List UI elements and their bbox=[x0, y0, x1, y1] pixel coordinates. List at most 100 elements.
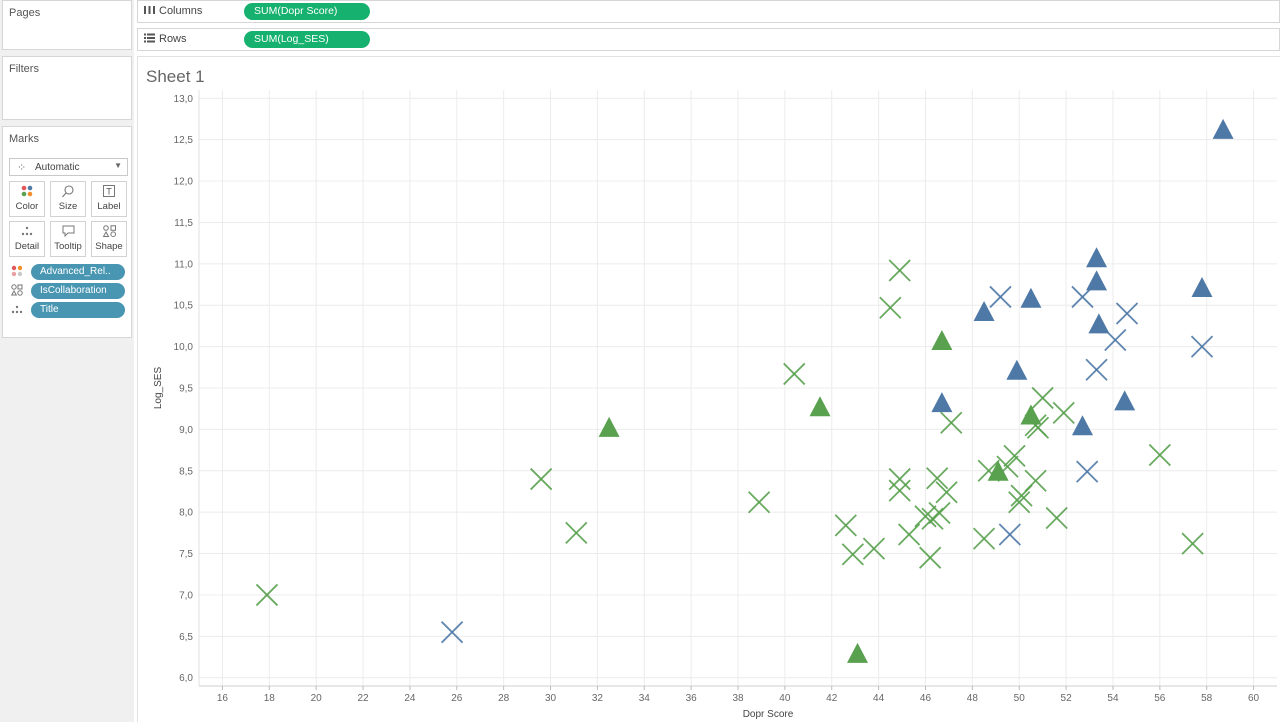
y-tick-label: 8,0 bbox=[179, 508, 193, 519]
data-point-cross[interactable] bbox=[783, 362, 806, 386]
data-point-cross[interactable] bbox=[926, 467, 949, 490]
data-point-cross[interactable] bbox=[1008, 491, 1031, 514]
rows-pill[interactable]: SUM(Log_SES) bbox=[244, 31, 370, 48]
data-point-triangle[interactable] bbox=[1086, 270, 1108, 291]
x-tick-label: 42 bbox=[826, 693, 838, 704]
x-axis-title: Dopr Score bbox=[743, 709, 794, 720]
x-tick-label: 56 bbox=[1154, 693, 1166, 704]
data-point-triangle[interactable] bbox=[931, 392, 953, 413]
rows-icon bbox=[144, 33, 155, 46]
data-point-triangle[interactable] bbox=[1020, 404, 1042, 425]
label-button[interactable]: T Label bbox=[91, 181, 127, 217]
data-point-triangle[interactable] bbox=[1114, 390, 1136, 411]
data-point-cross[interactable] bbox=[1045, 506, 1068, 530]
svg-text:T: T bbox=[106, 187, 112, 197]
x-tick-label: 28 bbox=[498, 693, 510, 704]
data-point-cross[interactable] bbox=[841, 543, 864, 566]
y-tick-label: 11,5 bbox=[174, 218, 193, 229]
y-tick-label: 7,0 bbox=[179, 590, 193, 601]
columns-label: Columns bbox=[159, 5, 203, 17]
data-point-cross[interactable] bbox=[1148, 443, 1171, 467]
data-point-triangle[interactable] bbox=[1006, 359, 1028, 380]
rows-shelf[interactable]: Rows SUM(Log_SES) bbox=[137, 28, 1280, 51]
x-tick-label: 44 bbox=[873, 693, 885, 704]
data-point-cross[interactable] bbox=[1085, 358, 1108, 381]
advanced-rel-pill[interactable]: Advanced_Rel.. bbox=[31, 264, 125, 280]
y-tick-label: 6,5 bbox=[179, 632, 193, 643]
data-point-triangle[interactable] bbox=[1191, 277, 1213, 298]
data-point-cross[interactable] bbox=[1031, 386, 1054, 410]
y-axis-title: Log_SES bbox=[153, 367, 164, 410]
data-point-cross[interactable] bbox=[1052, 401, 1075, 424]
data-point-triangle[interactable] bbox=[847, 642, 869, 663]
marks-field-shape: IsCollaboration bbox=[9, 283, 129, 299]
data-point-cross[interactable] bbox=[940, 411, 963, 434]
data-point-triangle[interactable] bbox=[973, 301, 995, 322]
data-point-triangle[interactable] bbox=[931, 329, 953, 350]
data-point-cross[interactable] bbox=[897, 523, 921, 546]
color-dots-icon bbox=[11, 265, 23, 280]
shape-button[interactable]: Shape bbox=[91, 221, 127, 257]
data-point-cross[interactable] bbox=[1076, 460, 1099, 483]
data-point-cross[interactable] bbox=[1024, 469, 1047, 492]
tooltip-icon bbox=[51, 225, 85, 239]
data-point-triangle[interactable] bbox=[987, 460, 1009, 481]
data-point-cross[interactable] bbox=[255, 583, 279, 607]
color-button[interactable]: Color bbox=[9, 181, 45, 217]
data-point-triangle[interactable] bbox=[1088, 313, 1110, 334]
data-point-triangle[interactable] bbox=[1071, 415, 1093, 436]
data-point-cross[interactable] bbox=[928, 501, 951, 525]
data-point-cross[interactable] bbox=[1190, 335, 1214, 358]
x-tick-label: 46 bbox=[920, 693, 932, 704]
scatter-chart[interactable]: 6,0 6,5 7,0 7,5 8,0 8,5 9,0 9,5 10,0 10,5 11,0 11,5… bbox=[137, 90, 1277, 720]
data-point-triangle[interactable] bbox=[1212, 118, 1234, 139]
data-point-triangle[interactable] bbox=[1020, 287, 1042, 308]
x-tick-label: 22 bbox=[357, 693, 369, 704]
data-point-cross[interactable] bbox=[914, 505, 937, 528]
iscollaboration-pill[interactable]: IsCollaboration bbox=[31, 283, 125, 299]
filters-title: Filters bbox=[9, 63, 39, 75]
size-button[interactable]: Size bbox=[50, 181, 86, 217]
x-tick-label: 34 bbox=[639, 693, 651, 704]
data-point-cross[interactable] bbox=[879, 296, 902, 319]
y-tick-label: 9,5 bbox=[179, 384, 193, 395]
data-point-cross[interactable] bbox=[998, 523, 1021, 546]
title-pill[interactable]: Title bbox=[31, 302, 125, 318]
data-point-triangle[interactable] bbox=[809, 396, 831, 417]
color-label: Color bbox=[15, 201, 39, 212]
data-point-cross[interactable] bbox=[919, 546, 942, 569]
data-point-triangle[interactable] bbox=[598, 416, 620, 437]
rows-label: Rows bbox=[159, 33, 187, 45]
data-point-cross[interactable] bbox=[747, 491, 771, 514]
data-point-cross[interactable] bbox=[834, 514, 857, 537]
y-tick-label: 12,0 bbox=[174, 177, 194, 188]
data-point-cross[interactable] bbox=[888, 259, 911, 282]
data-point-cross[interactable] bbox=[565, 521, 588, 544]
data-point-cross[interactable] bbox=[989, 285, 1012, 309]
data-point-cross[interactable] bbox=[888, 467, 911, 491]
columns-shelf[interactable]: Columns SUM(Dopr Score) bbox=[137, 0, 1280, 23]
data-point-cross[interactable] bbox=[972, 527, 996, 550]
mark-type-dropdown[interactable]: ⁘ Automatic ▼ bbox=[9, 158, 128, 176]
data-point-triangle[interactable] bbox=[1086, 247, 1108, 268]
data-point-cross[interactable] bbox=[1115, 302, 1139, 325]
x-tick-label: 48 bbox=[967, 693, 979, 704]
y-tick-label: 13,0 bbox=[174, 94, 194, 105]
data-point-cross[interactable] bbox=[440, 621, 464, 644]
data-point-cross[interactable] bbox=[1181, 532, 1204, 555]
detail-icon bbox=[10, 225, 44, 239]
left-panel: Pages Filters Marks ⁘ Automatic ▼ Color … bbox=[0, 0, 134, 722]
data-point-cross[interactable] bbox=[862, 537, 886, 560]
data-point-cross[interactable] bbox=[888, 479, 911, 502]
pages-card[interactable]: Pages bbox=[2, 0, 132, 50]
shape-label: Shape bbox=[95, 241, 123, 252]
detail-icon bbox=[11, 303, 23, 318]
data-point-cross[interactable] bbox=[530, 467, 553, 491]
tooltip-button[interactable]: Tooltip bbox=[50, 221, 86, 257]
y-tick-label: 6,0 bbox=[179, 673, 193, 684]
data-point-cross[interactable] bbox=[935, 481, 958, 504]
filters-card[interactable]: Filters bbox=[2, 56, 132, 120]
detail-button[interactable]: Detail bbox=[9, 221, 45, 257]
data-point-cross[interactable] bbox=[1003, 444, 1026, 468]
columns-pill[interactable]: SUM(Dopr Score) bbox=[244, 3, 370, 20]
